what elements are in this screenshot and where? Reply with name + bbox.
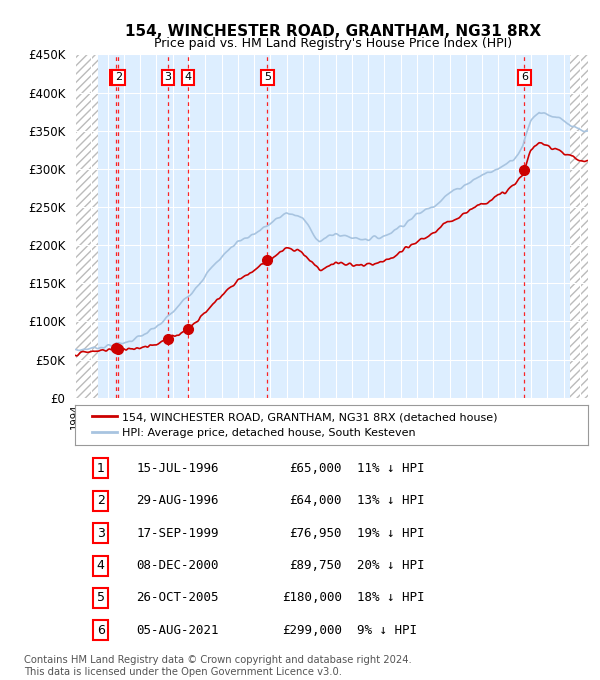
Text: 05-AUG-2021: 05-AUG-2021 bbox=[136, 624, 219, 637]
Bar bbox=[571, 54, 588, 398]
Text: £65,000: £65,000 bbox=[289, 462, 342, 475]
Text: 1: 1 bbox=[113, 72, 120, 82]
Text: 17-SEP-1999: 17-SEP-1999 bbox=[136, 526, 219, 540]
Text: £76,950: £76,950 bbox=[289, 526, 342, 540]
Bar bbox=[75, 54, 98, 398]
Text: 15-JUL-1996: 15-JUL-1996 bbox=[136, 462, 219, 475]
Text: 2: 2 bbox=[97, 494, 104, 507]
Text: 08-DEC-2000: 08-DEC-2000 bbox=[136, 559, 219, 572]
Text: Contains HM Land Registry data © Crown copyright and database right 2024.
This d: Contains HM Land Registry data © Crown c… bbox=[24, 655, 412, 677]
Text: 5: 5 bbox=[97, 592, 104, 605]
Text: 19% ↓ HPI: 19% ↓ HPI bbox=[357, 526, 425, 540]
Text: 18% ↓ HPI: 18% ↓ HPI bbox=[357, 592, 425, 605]
Text: £64,000: £64,000 bbox=[289, 494, 342, 507]
Text: 2: 2 bbox=[115, 72, 122, 82]
Text: 3: 3 bbox=[97, 526, 104, 540]
Legend: 154, WINCHESTER ROAD, GRANTHAM, NG31 8RX (detached house), HPI: Average price, d: 154, WINCHESTER ROAD, GRANTHAM, NG31 8RX… bbox=[86, 405, 505, 445]
Text: 4: 4 bbox=[184, 72, 191, 82]
Bar bbox=[75, 54, 98, 398]
Text: 154, WINCHESTER ROAD, GRANTHAM, NG31 8RX: 154, WINCHESTER ROAD, GRANTHAM, NG31 8RX bbox=[125, 24, 541, 39]
Text: 29-AUG-1996: 29-AUG-1996 bbox=[136, 494, 219, 507]
Text: 4: 4 bbox=[97, 559, 104, 572]
Text: 6: 6 bbox=[521, 72, 528, 82]
Text: 1: 1 bbox=[97, 462, 104, 475]
Text: 13% ↓ HPI: 13% ↓ HPI bbox=[357, 494, 425, 507]
Text: £89,750: £89,750 bbox=[289, 559, 342, 572]
Text: 9% ↓ HPI: 9% ↓ HPI bbox=[357, 624, 417, 637]
Text: 6: 6 bbox=[97, 624, 104, 637]
Text: 3: 3 bbox=[164, 72, 172, 82]
Text: 26-OCT-2005: 26-OCT-2005 bbox=[136, 592, 219, 605]
Text: 20% ↓ HPI: 20% ↓ HPI bbox=[357, 559, 425, 572]
Bar bbox=[571, 54, 588, 398]
Text: Price paid vs. HM Land Registry's House Price Index (HPI): Price paid vs. HM Land Registry's House … bbox=[154, 37, 512, 50]
Text: £299,000: £299,000 bbox=[282, 624, 342, 637]
Text: £180,000: £180,000 bbox=[282, 592, 342, 605]
Text: 11% ↓ HPI: 11% ↓ HPI bbox=[357, 462, 425, 475]
Text: 5: 5 bbox=[264, 72, 271, 82]
